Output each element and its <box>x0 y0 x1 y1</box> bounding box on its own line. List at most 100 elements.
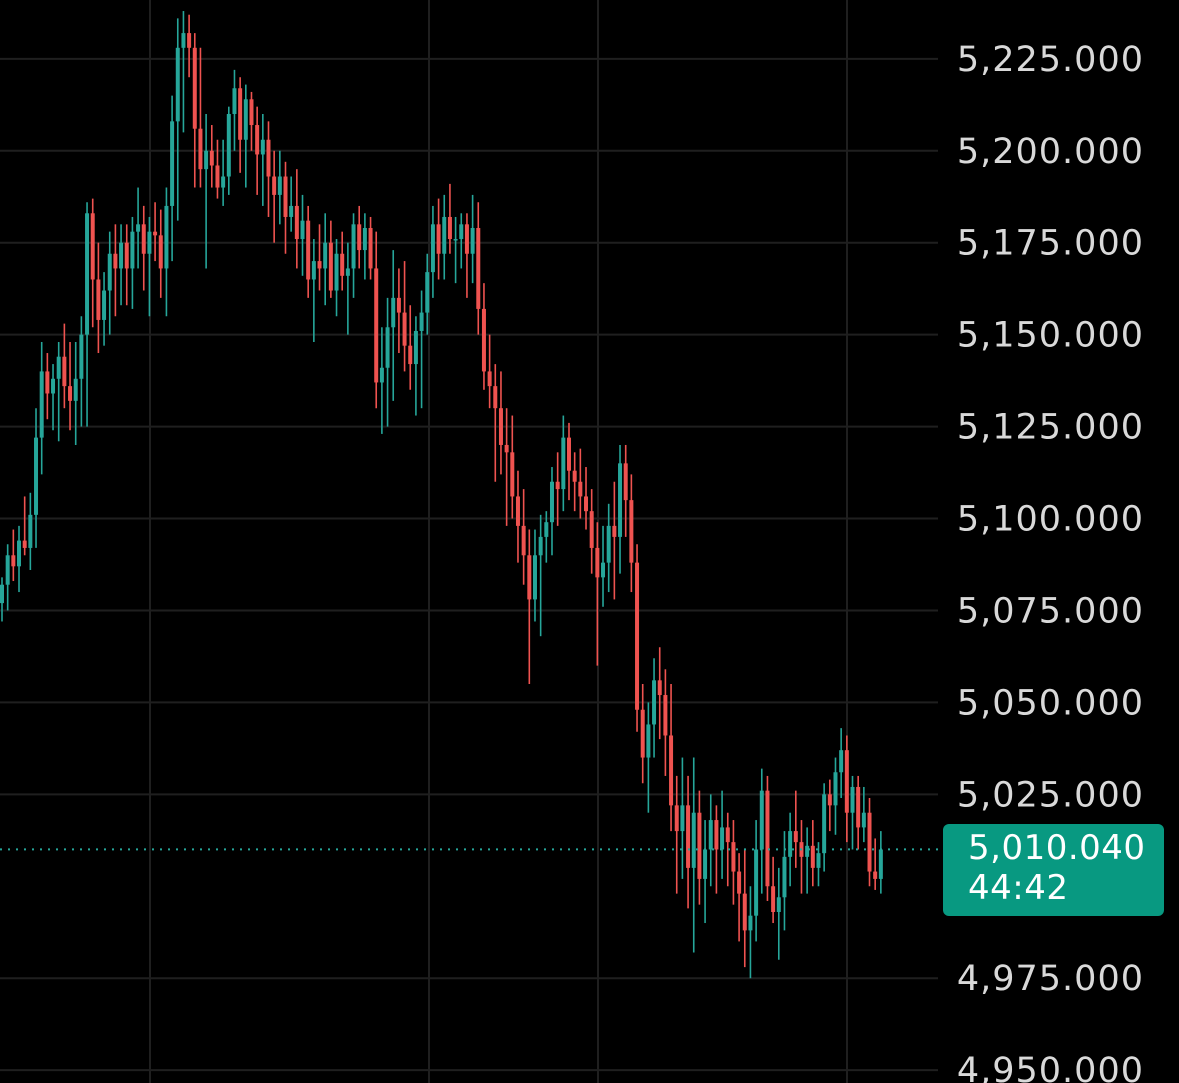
y-axis-tick-label: 5,125.000 <box>957 408 1144 448</box>
candle-body <box>289 205 294 217</box>
candle-body <box>742 893 747 931</box>
candle-body <box>22 540 27 548</box>
candle-body <box>436 224 441 254</box>
candle-body <box>703 849 708 879</box>
candle-body <box>39 371 44 438</box>
candle-body <box>158 235 163 269</box>
candle-body <box>198 128 203 170</box>
candle-body <box>402 312 407 346</box>
y-axis-tick-label: 5,100.000 <box>957 500 1144 540</box>
candle-body <box>430 224 435 273</box>
candle-body <box>187 33 192 48</box>
candle-body <box>243 99 248 140</box>
y-axis-tick-label: 5,200.000 <box>957 132 1144 172</box>
candle-body <box>119 242 124 269</box>
candle-body <box>572 470 577 482</box>
candle-body <box>731 842 736 872</box>
candle-body <box>878 849 883 879</box>
candle-body <box>510 452 515 497</box>
y-axis-tick-label: 5,025.000 <box>957 775 1144 815</box>
candle-body <box>669 735 674 806</box>
candle-body <box>334 253 339 291</box>
candle-body <box>90 213 95 280</box>
candle-body <box>493 386 498 409</box>
y-axis-tick-label: 5,150.000 <box>957 316 1144 356</box>
candle-body <box>113 253 118 269</box>
candle-body <box>249 99 254 126</box>
candle-body <box>442 216 447 254</box>
candle-body <box>459 224 464 240</box>
candle-body <box>28 514 33 548</box>
candle-body <box>272 176 277 195</box>
candle-body <box>629 500 634 563</box>
candle-body <box>561 437 566 490</box>
candle-body <box>85 213 90 335</box>
candle-body <box>357 224 362 251</box>
candle-body <box>96 279 101 320</box>
candle-body <box>56 356 61 379</box>
candle-body <box>300 220 305 240</box>
candle-body <box>555 481 560 490</box>
candle-body <box>640 709 645 758</box>
candle-body <box>549 481 554 523</box>
candle-body <box>419 312 424 331</box>
candle-body <box>544 522 549 537</box>
candle-body <box>464 224 469 254</box>
candle-body <box>850 786 855 813</box>
candle-body <box>833 772 838 806</box>
candle-body <box>839 750 844 773</box>
candle-body <box>532 555 537 600</box>
candle-body <box>487 371 492 387</box>
candle-body <box>708 820 713 850</box>
candle-body <box>844 750 849 813</box>
candle-body <box>515 496 520 526</box>
candle-body <box>788 831 793 857</box>
candle-body <box>504 444 509 453</box>
candle-body <box>345 268 350 276</box>
candle-body <box>277 176 282 195</box>
candle-body <box>595 547 600 578</box>
y-axis-tick-label: 5,075.000 <box>957 591 1144 631</box>
candle-body <box>714 820 719 850</box>
candle-body <box>601 562 606 578</box>
candle-body <box>328 242 333 291</box>
candle-body <box>323 242 328 269</box>
candle-body <box>612 525 617 537</box>
candle-body <box>238 88 243 140</box>
current-price-label: 5,010.040 44:42 <box>943 824 1164 916</box>
candle-body <box>396 297 401 313</box>
candle-body <box>317 261 322 269</box>
candle-body <box>578 481 583 497</box>
candle-body <box>470 228 475 254</box>
candle-body <box>686 805 691 868</box>
candle-body <box>408 345 413 365</box>
candle-body <box>141 224 146 254</box>
candle-body <box>498 408 503 445</box>
candle-body <box>720 827 725 850</box>
candle-body <box>107 253 112 291</box>
candle-body <box>204 150 209 170</box>
candle-body <box>147 231 152 254</box>
candle-body <box>782 856 787 898</box>
candle-body <box>725 827 730 843</box>
candle-body <box>232 88 237 114</box>
candle-body <box>192 47 197 129</box>
candle-body <box>646 724 651 758</box>
candle-body <box>379 367 384 383</box>
candle-body <box>362 228 367 251</box>
candle-body <box>623 463 628 501</box>
candle-body <box>861 812 866 828</box>
candle-body <box>810 845 815 868</box>
candle-body <box>776 897 781 912</box>
candle-body <box>652 680 657 725</box>
candle-body <box>153 231 158 236</box>
candle-body <box>425 272 430 313</box>
candle-body <box>635 562 640 710</box>
candle-body <box>351 224 356 269</box>
candle-body <box>827 794 832 806</box>
candle-body <box>283 176 288 217</box>
y-axis-tick-label: 5,225.000 <box>957 40 1144 80</box>
candle-body <box>175 47 180 122</box>
